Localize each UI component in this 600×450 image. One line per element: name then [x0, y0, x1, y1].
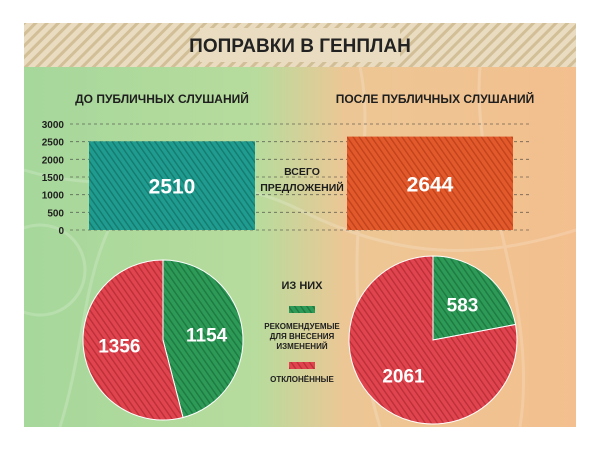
legend-heading: ИЗ НИХ: [281, 280, 323, 292]
legend-recommended-line3: ИЗМЕНЕНИЙ: [276, 342, 327, 351]
bar-value-label: 2510: [149, 176, 196, 199]
bar-value-label: 2644: [407, 173, 454, 196]
bar-gridlines: [70, 123, 530, 231]
pie-slice-rejected: [82, 259, 184, 421]
pie-charts: 1154 1356 583 2061: [82, 255, 518, 425]
pie-value-label: 583: [447, 295, 479, 316]
y-tick-label: 3000: [42, 120, 65, 131]
pie-value-label: 1356: [98, 337, 140, 358]
title-backdrop: [200, 28, 400, 62]
y-tick-label: 2500: [42, 138, 65, 149]
heading-before: ДО ПУБЛИЧНЫХ СЛУШАНИЙ: [75, 91, 249, 106]
total-label-line1: ВСЕГО: [284, 166, 320, 178]
bar-series: 2510 2644: [89, 136, 513, 230]
pie-value-label: 1154: [186, 325, 228, 346]
total-label-line2: ПРЕДЛОЖЕНИЙ: [260, 181, 344, 194]
legend-swatch-rejected: [289, 362, 315, 369]
legend-recommended-line1: РЕКОМЕНДУЕМЫЕ: [264, 322, 340, 331]
page-title: ПОПРАВКИ В ГЕНПЛАН: [189, 36, 411, 57]
y-tick-label: 1500: [42, 173, 65, 184]
legend-rejected: ОТКЛОНЁННЫЕ: [270, 375, 334, 384]
pie-slice-recommended: [432, 255, 517, 341]
pie-slice-rejected: [348, 255, 518, 425]
y-tick-label: 500: [47, 208, 64, 219]
legend-recommended-line2: ДЛЯ ВНЕСЕНИЯ: [270, 332, 335, 341]
bar-before: [89, 141, 255, 230]
y-tick-label: 0: [58, 226, 64, 237]
pie-slice-recommended: [162, 259, 244, 419]
y-tick-label: 1000: [42, 191, 65, 202]
legend-swatch-recommended: [289, 306, 315, 313]
heading-after: ПОСЛЕ ПУБЛИЧНЫХ СЛУШАНИЙ: [336, 91, 535, 106]
y-tick-label: 2000: [42, 155, 65, 166]
bar-y-ticks: 3000 2500 2000 1500 1000 500 0: [42, 120, 65, 237]
pie-value-label: 2061: [382, 367, 425, 388]
bar-after: [347, 136, 513, 230]
